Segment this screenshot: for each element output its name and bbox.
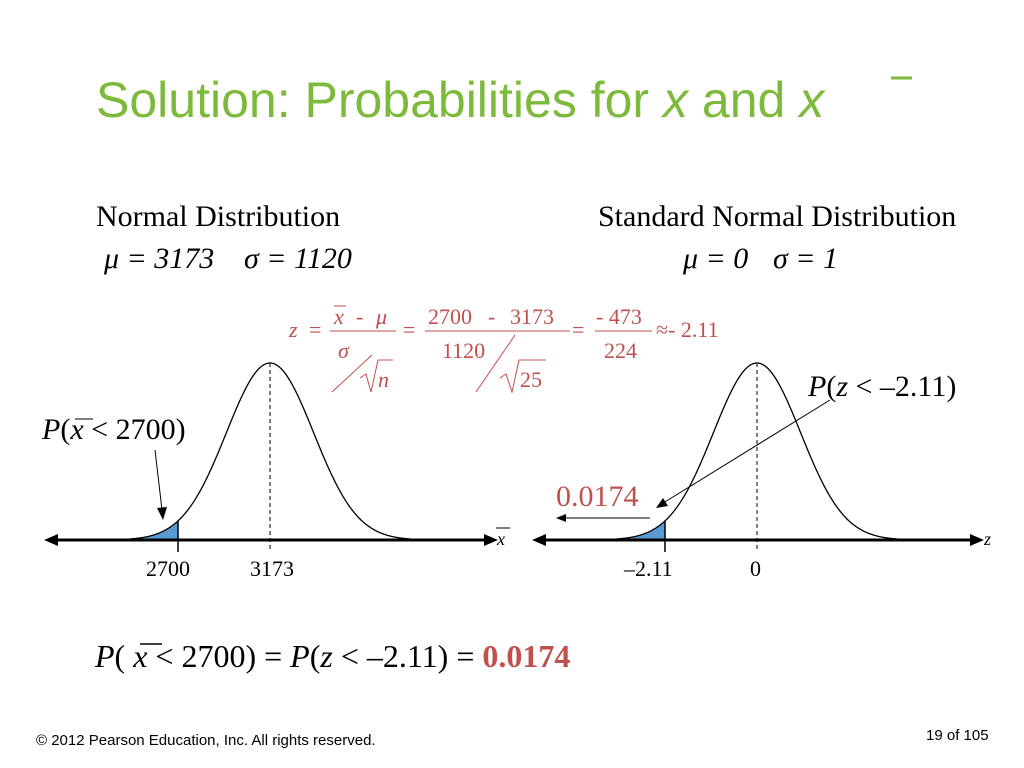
title-var: x: [797, 72, 826, 128]
formula-part: 1120: [442, 338, 485, 363]
label-part: < –2.11): [848, 370, 956, 403]
prob-label: P(z < –2.11): [807, 370, 956, 403]
formula-part: z: [288, 317, 298, 342]
title-lead: Solution: Probabilities for: [96, 72, 649, 128]
result-value: 0.0174: [482, 638, 570, 674]
label-part: P: [807, 370, 826, 403]
result-part: (: [115, 638, 134, 674]
axis-arrow: [970, 534, 984, 546]
axis-label: x: [496, 529, 505, 549]
title: Solution: Probabilities for x and x: [96, 72, 826, 128]
label-part: z: [835, 370, 848, 403]
tick-label: 3173: [250, 556, 294, 581]
result-part: z: [319, 638, 333, 674]
sqrt: [499, 359, 546, 394]
heading: Standard Normal Distribution: [598, 200, 956, 233]
label-part: x: [69, 413, 84, 446]
formula-part: 3173: [510, 304, 554, 329]
page-number: 19 of 105: [926, 727, 989, 744]
axis-arrow: [532, 534, 546, 546]
title-var: x: [661, 72, 690, 128]
arrowhead: [157, 507, 167, 520]
result-part: P: [289, 638, 310, 674]
formula-part: =: [403, 317, 415, 342]
formula-part: 25: [520, 367, 542, 392]
prob-label: P(x < 2700): [41, 413, 186, 446]
formula-part: =: [309, 317, 321, 342]
pointer: [659, 399, 831, 506]
tick-label: 2700: [146, 556, 190, 581]
arrowhead: [556, 514, 566, 522]
slash: [475, 334, 516, 393]
curves: [44, 362, 984, 552]
result-part: x: [132, 638, 147, 674]
formula-part: -: [488, 304, 495, 329]
shaded-area: [548, 520, 665, 540]
axis-arrow: [44, 534, 58, 546]
copyright: © 2012 Pearson Education, Inc. All right…: [36, 732, 376, 749]
formula-part: σ: [338, 338, 350, 363]
area-label: 0.0174: [556, 480, 639, 513]
label-part: (: [826, 370, 836, 403]
formula-part: =: [572, 317, 584, 342]
formula-part: n: [378, 367, 389, 392]
axis-label: z: [983, 529, 991, 549]
slash: [331, 354, 373, 393]
formula-part: x: [333, 304, 344, 329]
arrowhead: [656, 498, 668, 508]
result-part: < 2700) =: [147, 638, 290, 674]
tick-label: –2.11: [623, 556, 673, 581]
formula-part: - 473: [596, 304, 642, 329]
title-conj: and: [702, 72, 785, 128]
result-part: < –2.11) =: [333, 638, 483, 674]
heading: Normal Distribution: [96, 200, 340, 233]
result-part: (: [310, 638, 321, 674]
formula-part: μ: [375, 304, 387, 329]
sqrt: [359, 359, 393, 393]
result: P( x < 2700) = P(z < –2.11) = 0.0174: [94, 638, 570, 674]
param: μ = 3173: [103, 242, 214, 275]
pointer: [154, 449, 163, 511]
curve: [60, 362, 482, 541]
param: μ = 0: [682, 242, 748, 275]
label-part: < 2700): [84, 413, 186, 446]
axis-arrow: [484, 534, 498, 546]
formula-part: -: [356, 304, 363, 329]
formula: z = x - μ σ n = 2700 - 3173 1120 25 = - …: [288, 304, 719, 394]
result-part: P: [94, 638, 115, 674]
shaded-area: [60, 520, 178, 540]
label-part: P: [41, 413, 60, 446]
tick-label: 0: [750, 556, 761, 581]
param: σ = 1120: [244, 242, 352, 275]
param: σ = 1: [773, 242, 838, 275]
label-part: (: [60, 413, 70, 446]
formula-part: ≈- 2.11: [656, 317, 719, 342]
formula-part: 224: [604, 338, 637, 363]
formula-part: 2700: [428, 304, 472, 329]
